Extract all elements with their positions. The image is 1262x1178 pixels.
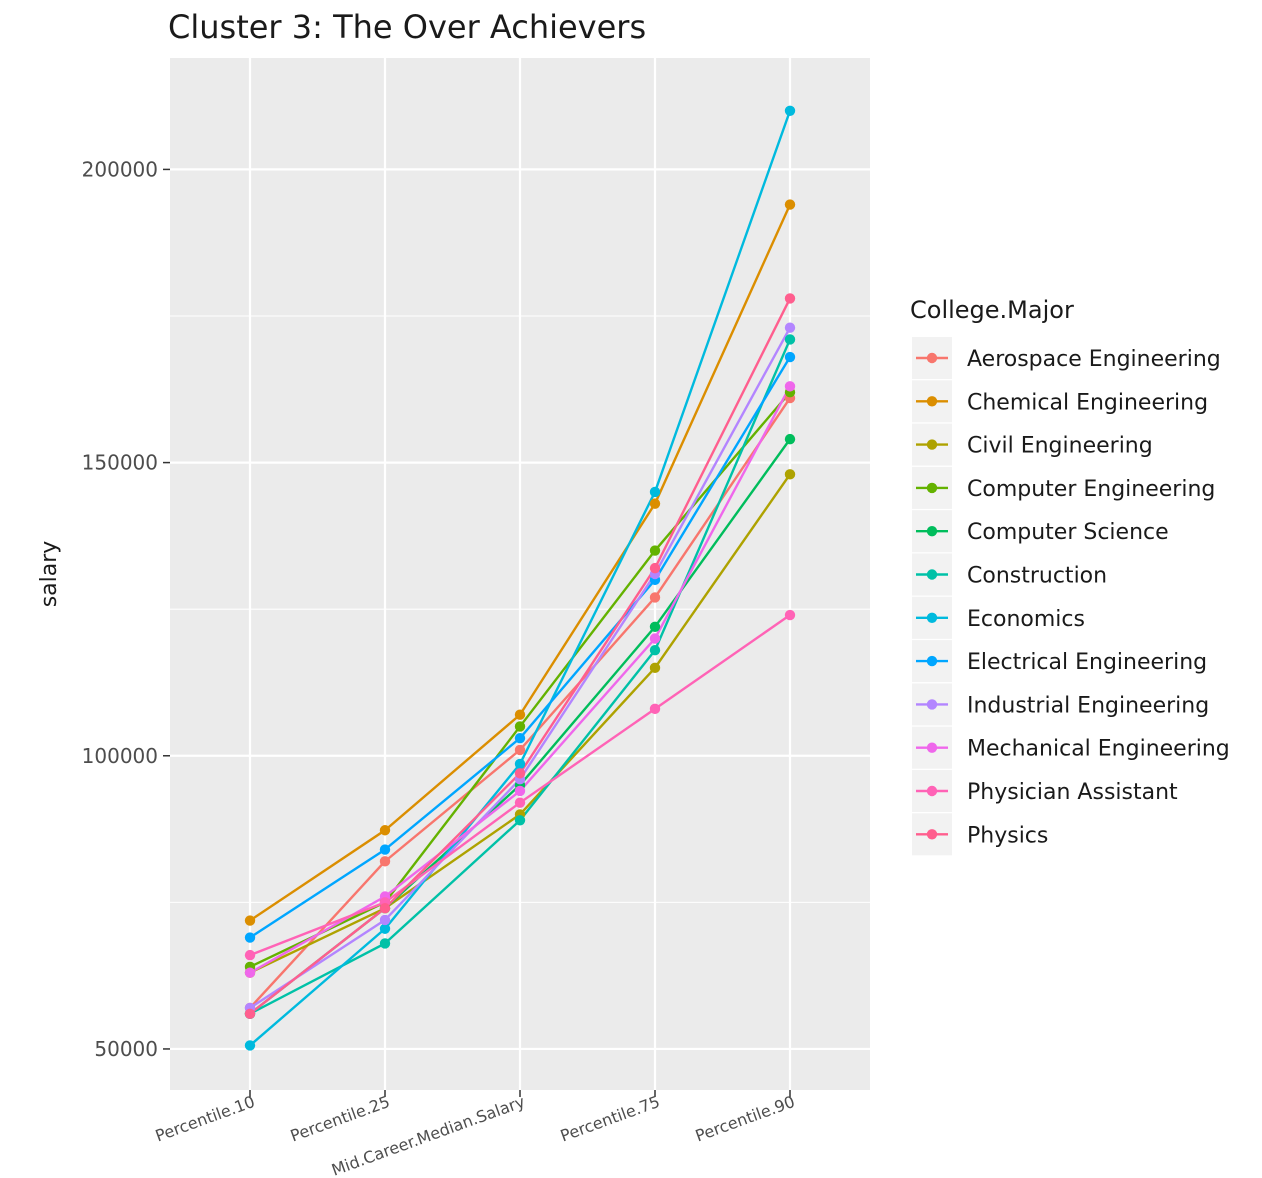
legend-item: Computer Engineering — [912, 466, 1215, 509]
x-tick-label: Percentile.10 — [153, 1092, 258, 1146]
legend-title: College.Major — [910, 296, 1074, 324]
legend-item: Computer Science — [912, 510, 1169, 553]
data-point — [244, 967, 256, 978]
data-point — [514, 732, 526, 744]
data-point — [649, 703, 661, 715]
data-point — [784, 105, 796, 116]
legend-item: Economics — [912, 596, 1085, 639]
legend-key-point — [926, 352, 938, 364]
data-point — [649, 498, 661, 509]
y-tick-label: 100000 — [82, 744, 158, 768]
data-point — [379, 825, 391, 836]
plot-panel — [170, 58, 870, 1090]
data-point — [649, 562, 661, 574]
data-point — [379, 938, 391, 949]
legend-label: Construction — [967, 564, 1107, 589]
legend-key-point — [926, 439, 938, 450]
data-point — [514, 797, 526, 808]
data-point — [244, 1008, 256, 1019]
legend-label: Computer Science — [967, 520, 1169, 545]
legend-key-point — [926, 655, 938, 667]
data-point — [514, 815, 526, 826]
legend-key-point — [926, 482, 938, 494]
data-point — [784, 381, 796, 392]
legend-item: Electrical Engineering — [912, 640, 1207, 683]
series-points — [244, 105, 796, 1051]
y-axis: 50000 100000 150000 200000 — [82, 157, 170, 1061]
legend-label: Aerospace Engineering — [967, 347, 1221, 372]
legend-key-point — [926, 526, 938, 537]
x-axis: Percentile.10 Percentile.25Mid.Career.Med… — [153, 1090, 798, 1178]
y-tick-label: 50000 — [94, 1037, 158, 1061]
data-point — [784, 609, 796, 621]
data-point — [379, 903, 391, 914]
legend-label: Physician Assistant — [967, 780, 1178, 805]
legend-label: Computer Engineering — [967, 477, 1215, 502]
y-axis-label: salary — [37, 541, 62, 608]
legend-key-point — [926, 742, 938, 753]
legend-key-point — [926, 612, 938, 623]
data-point — [649, 486, 661, 498]
data-point — [784, 322, 796, 333]
data-point — [244, 949, 256, 961]
legend: College.Major Aerospace Engineering Chemi… — [910, 296, 1230, 856]
legend-key-point — [926, 699, 938, 710]
legend-item: Physics — [912, 813, 1048, 856]
data-point — [244, 932, 256, 943]
data-point — [514, 721, 526, 732]
data-point — [784, 433, 796, 445]
legend-label: Economics — [967, 607, 1085, 632]
x-tick-label: Percentile.25 — [288, 1092, 393, 1146]
data-point — [649, 645, 661, 656]
data-point — [244, 915, 256, 926]
data-point — [244, 1040, 256, 1051]
legend-key-point — [926, 829, 938, 840]
data-point — [649, 621, 661, 632]
legend-item: Chemical Engineering — [912, 380, 1208, 423]
x-tick-label: Percentile.90 — [693, 1092, 798, 1146]
data-point — [514, 709, 526, 720]
y-tick-label: 150000 — [82, 451, 158, 475]
data-point — [784, 199, 796, 210]
data-point — [784, 334, 796, 345]
data-point — [649, 662, 661, 674]
legend-label: Chemical Engineering — [967, 390, 1208, 415]
legend-key-point — [926, 396, 938, 407]
data-point — [784, 469, 796, 480]
data-point — [649, 592, 661, 603]
data-point — [379, 856, 391, 867]
legend-label: Electrical Engineering — [967, 650, 1207, 675]
chart-title: Cluster 3: The Over Achievers — [168, 8, 646, 46]
legend-label: Mechanical Engineering — [967, 737, 1230, 762]
data-point — [784, 351, 796, 363]
legend-key-point — [926, 785, 938, 797]
data-point — [649, 545, 661, 556]
data-point — [379, 923, 391, 934]
legend-item: Aerospace Engineering — [912, 337, 1221, 379]
legend-items: Aerospace Engineering Chemical Engineerin… — [912, 337, 1230, 856]
y-tick-label: 200000 — [82, 157, 158, 181]
legend-item: Physician Assistant — [912, 770, 1178, 812]
legend-label: Industrial Engineering — [967, 693, 1209, 718]
data-point — [784, 293, 796, 304]
x-tick-label: Percentile.75 — [558, 1092, 663, 1146]
legend-label: Civil Engineering — [967, 434, 1153, 459]
legend-key-point — [926, 569, 938, 580]
data-point — [649, 633, 661, 644]
data-point — [514, 768, 526, 779]
data-point — [514, 744, 526, 756]
data-point — [379, 914, 391, 926]
data-point — [514, 758, 526, 770]
legend-item: Industrial Engineering — [912, 683, 1209, 726]
legend-item: Mechanical Engineering — [912, 726, 1230, 769]
legend-item: Construction — [912, 553, 1107, 596]
data-point — [379, 844, 391, 855]
data-point — [514, 785, 526, 797]
legend-item: Civil Engineering — [912, 423, 1153, 466]
legend-label: Physics — [967, 823, 1048, 848]
